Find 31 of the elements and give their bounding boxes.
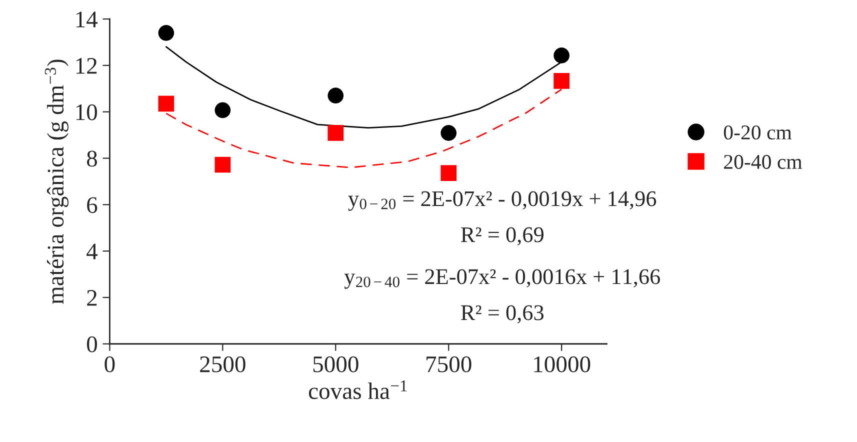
x-tick-label: 10000 [534,356,590,372]
y-axis-title: matéria orgânica (g dm$^{−3}$) [44,60,69,304]
annotation: y$_{0−20}$ = 2E-07x² - 0,0019x + 14,96 [348,191,656,211]
y-tick-label: 14 [76,12,98,28]
y-tick-label: 0 [86,336,97,352]
point [328,88,344,104]
point [214,156,231,173]
x-tick-label: 0 [104,356,115,372]
y-tick-label: 12 [76,58,97,74]
legend-label: 20-40 cm [724,154,802,169]
x-axis-title: covas ha$^{−1}$ [308,380,407,400]
point [440,165,457,182]
point [158,25,174,41]
annotation: R² = 0,63 [461,305,544,324]
x-tick-label: 5000 [313,356,358,372]
x-tick-label: 2500 [200,356,246,372]
legend-label: 0-20 cm [724,125,792,140]
x-tick-label: 7500 [426,356,472,372]
point [328,125,344,141]
y-tick-label: 6 [87,197,98,214]
annotation: y$_{20−40}$ = 2E-07x² - 0,0016x + 11,66 [344,269,660,289]
point [214,102,231,118]
y-tick-label: 8 [86,150,97,167]
point [554,73,570,89]
y-tick-label: 2 [87,290,97,306]
point [554,48,570,64]
annotation: R² = 0,69 [461,227,544,246]
point [440,125,457,141]
y-tick-label: 10 [76,104,97,120]
point [158,96,174,112]
y-tick-label: 4 [86,244,98,260]
